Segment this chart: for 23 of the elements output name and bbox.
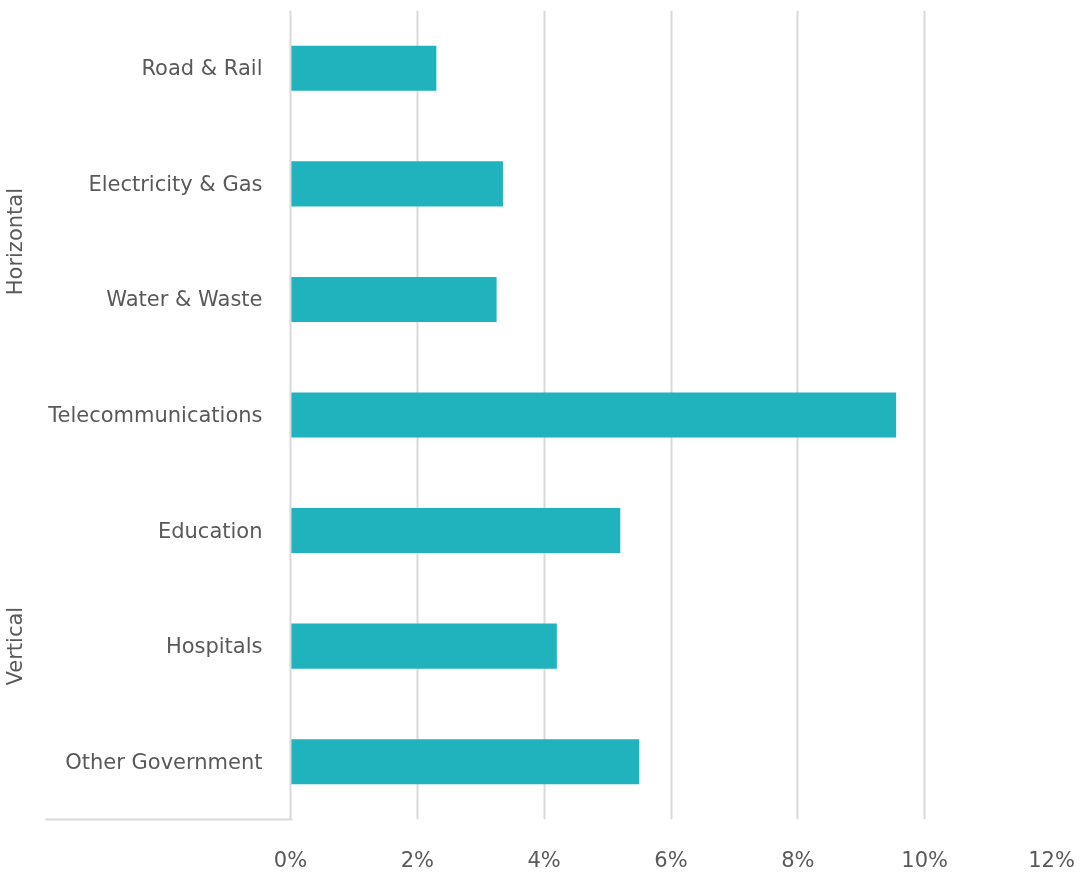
x-tick-label: 12% — [1028, 847, 1075, 872]
bar — [290, 623, 557, 669]
x-tick-label: 0% — [273, 847, 308, 872]
x-tick-label: 2% — [400, 847, 434, 872]
y-tick-label: Telecommunications — [47, 403, 263, 427]
bar — [290, 161, 503, 207]
y-tick-label: Other Government — [65, 749, 263, 774]
bar — [290, 45, 437, 91]
y-tick-label: Electricity & Gas — [88, 171, 263, 196]
bar — [290, 392, 897, 438]
y-tick-label: Road & Rail — [141, 56, 263, 81]
x-tick-label: 8% — [781, 847, 815, 872]
text: Horizontal — [3, 188, 28, 296]
x-tick-label: 6% — [654, 847, 688, 872]
bar — [290, 739, 640, 785]
y-tick-label: Water & Waste — [106, 287, 263, 312]
bar — [290, 276, 497, 322]
y-tick-label: Hospitals — [165, 634, 263, 659]
bar — [290, 508, 621, 554]
x-tick-label: 10% — [901, 847, 949, 872]
text: Vertical — [3, 606, 28, 686]
x-tick-label: 4% — [527, 847, 561, 872]
y-tick-label: Education — [157, 518, 263, 543]
